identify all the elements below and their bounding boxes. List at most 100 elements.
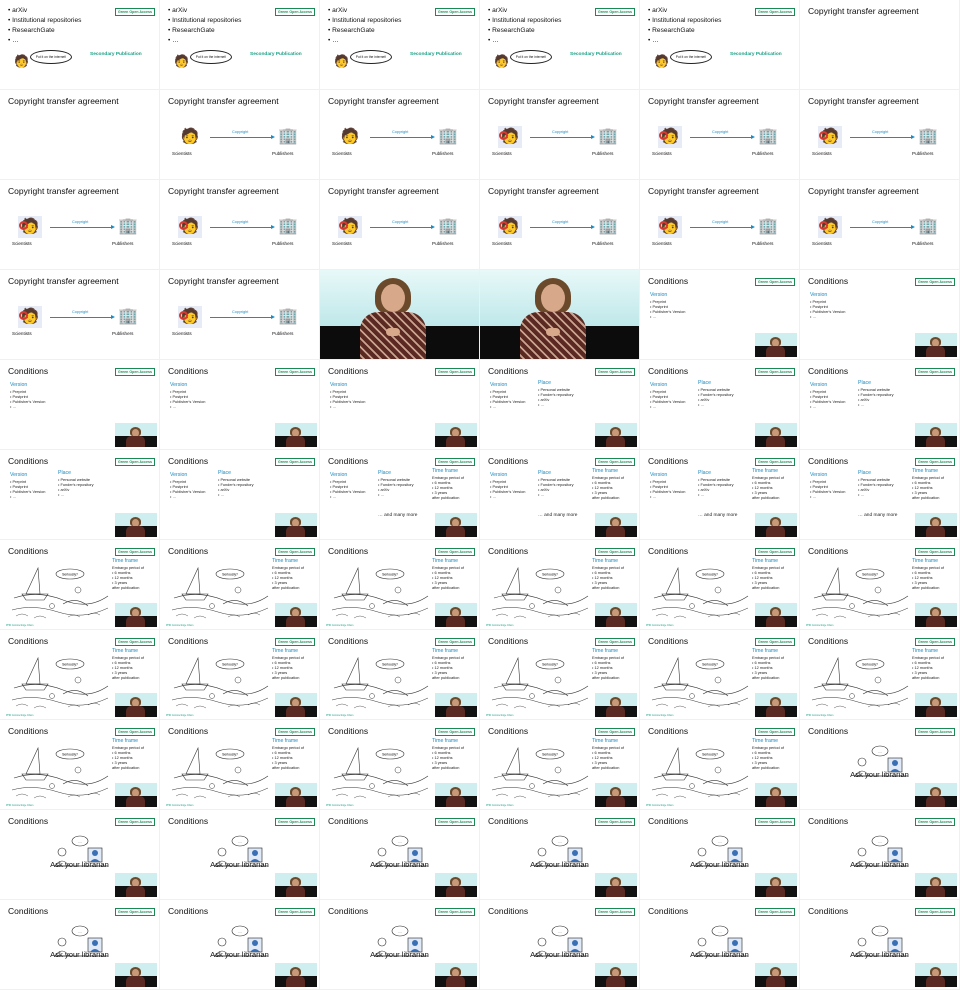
slide-thumbnail[interactable]: Conditions Green Open Access … Ask your lib… [640, 900, 800, 990]
slide-thumbnail[interactable]: Copyright transfer agreement 🧑 Copyright 🏢 S… [160, 270, 320, 360]
place-item: … [538, 492, 574, 497]
slide-thumbnail[interactable]: Green Open Access arXivInstitutional repo… [640, 0, 800, 90]
comic-bubble-text: Seriously? [862, 663, 878, 667]
slide-thumbnail[interactable]: Conditions Green Open Access VersionPrepri… [0, 450, 160, 540]
slide-thumbnail[interactable]: Conditions Green Open Access Seriously? Tim… [480, 720, 640, 810]
slide-thumbnail[interactable]: Conditions Green Open Access VersionPrepri… [160, 360, 320, 450]
slide-thumbnail[interactable]: Copyright transfer agreement 🧑 Copyright 🏢 S… [800, 90, 960, 180]
svg-text:…: … [558, 840, 562, 844]
slide-thumbnail[interactable]: Conditions Green Open Access VersionPrepri… [800, 360, 960, 450]
version-item: Publisher's Version [330, 489, 365, 494]
timeframe-item: 12 months [432, 575, 464, 580]
slide-thumbnail[interactable]: Conditions Green Open Access VersionPrepri… [480, 450, 640, 540]
slide-thumbnail[interactable]: Conditions Green Open Access … Ask your lib… [0, 810, 160, 900]
slide-thumbnail[interactable]: Conditions Green Open Access VersionPrepri… [160, 450, 320, 540]
slide-thumbnail[interactable]: Copyright transfer agreement 🧑 Copyright 🏢 S… [480, 180, 640, 270]
green-oa-badge: Green Open Access [274, 728, 315, 736]
slide-thumbnail[interactable]: Green Open Access arXivInstitutional repo… [320, 0, 480, 90]
slide-thumbnail[interactable]: Conditions Green Open Access Seriously? Tim… [640, 540, 800, 630]
speaker-camera [755, 783, 797, 807]
slide-thumbnail[interactable]: Copyright transfer agreement 🧑 Copyright 🏢 S… [640, 90, 800, 180]
slide-thumbnail[interactable]: Conditions Green Open Access Seriously? Tim… [160, 630, 320, 720]
many-more-label: … and many more [858, 513, 898, 518]
timeframe-intro: Embargo period of [112, 745, 145, 750]
slide-thumbnail[interactable]: Conditions Green Open Access VersionPrepri… [320, 360, 480, 450]
slide-thumbnail[interactable]: Conditions Green Open Access … Ask your lib… [800, 810, 960, 900]
green-oa-badge: Green Open Access [754, 728, 795, 736]
comic-bubble-text: Seriously? [542, 753, 558, 757]
slide-thumbnail[interactable]: Green Open Access arXivInstitutional repo… [160, 0, 320, 90]
speaker-camera [595, 963, 637, 987]
slide-thumbnail[interactable]: Conditions Green Open Access Seriously? Tim… [160, 540, 320, 630]
slide-thumbnail[interactable]: Conditions Green Open Access Seriously? Tim… [0, 630, 160, 720]
slide-thumbnail[interactable]: Conditions Green Open Access Seriously? Tim… [0, 540, 160, 630]
slide-thumbnail[interactable]: Conditions Green Open Access Seriously? Tim… [640, 720, 800, 810]
slide-thumbnail[interactable]: Conditions Green Open Access VersionPrepri… [320, 450, 480, 540]
slide-thumbnail[interactable]: Conditions Green Open Access VersionPrepri… [800, 270, 960, 360]
slide-thumbnail[interactable]: Conditions Green Open Access Seriously? Tim… [320, 630, 480, 720]
slide-thumbnail[interactable]: Copyright transfer agreement 🧑 Copyright 🏢 S… [160, 180, 320, 270]
timeframe-item: 3 years [752, 670, 784, 675]
slide-thumbnail[interactable]: Conditions Green Open Access … Ask your lib… [160, 900, 320, 990]
slide-thumbnail[interactable]: Conditions Green Open Access VersionPrepri… [800, 450, 960, 540]
slide-thumbnail[interactable]: Conditions Green Open Access … Ask your lib… [320, 900, 480, 990]
slide-thumbnail[interactable]: Conditions Green Open Access VersionPrepri… [480, 360, 640, 450]
place-item: Funder's repository [378, 482, 413, 487]
slide-thumbnail[interactable]: Copyright transfer agreement [0, 90, 160, 180]
slide-thumbnail[interactable]: Green Open Access arXivInstitutional repo… [0, 0, 160, 90]
slide-thumbnail[interactable]: Copyright transfer agreement 🧑 Copyright 🏢 S… [800, 180, 960, 270]
slide-thumbnail[interactable]: Copyright transfer agreement 🧑 Copyright 🏢 S… [0, 270, 160, 360]
slide-thumbnail[interactable]: Green Open Access arXivInstitutional repo… [480, 0, 640, 90]
slide-thumbnail[interactable]: Conditions Green Open Access Seriously? Tim… [480, 540, 640, 630]
slide-thumbnail[interactable]: Conditions Green Open Access … Ask your lib… [640, 810, 800, 900]
slide-thumbnail[interactable]: Conditions Green Open Access … Ask your lib… [160, 810, 320, 900]
copyright-arrow [850, 225, 915, 229]
slide-thumbnail[interactable]: Conditions Green Open Access Seriously? Tim… [160, 720, 320, 810]
slide-thumbnail[interactable]: Copyright transfer agreement 🧑 Copyright 🏢 S… [320, 180, 480, 270]
slide-thumbnail[interactable]: Conditions Green Open Access … Ask your lib… [320, 810, 480, 900]
megaphone-icon [339, 221, 348, 230]
speech-bubble: Put it on the internet! [190, 50, 232, 64]
place-item: … [218, 492, 254, 497]
slide-title: Conditions [808, 276, 849, 286]
slide-thumbnail[interactable]: Conditions Green Open Access VersionPrepri… [640, 270, 800, 360]
slide-thumbnail[interactable]: Copyright transfer agreement 🧑 Copyright 🏢 S… [480, 90, 640, 180]
repository-item: arXiv [168, 6, 241, 16]
timeframe-list: Embargo period of6 months12 months3 year… [592, 475, 624, 500]
comic-illustration: Seriously? [171, 566, 269, 619]
slide-thumbnail[interactable]: Copyright transfer agreement 🧑 Copyright 🏢 S… [320, 90, 480, 180]
slide-thumbnail[interactable]: Conditions Green Open Access VersionPrepri… [640, 360, 800, 450]
speaker-video-frame[interactable] [320, 270, 480, 360]
timeframe-intro: Embargo period of [272, 565, 305, 570]
slide-thumbnail[interactable]: Conditions Green Open Access Seriously? Tim… [320, 540, 480, 630]
slide-thumbnail[interactable]: Conditions Green Open Access … Ask your lib… [480, 900, 640, 990]
place-item: arXiv [218, 487, 254, 492]
slide-thumbnail[interactable]: Conditions Green Open Access VersionPrepri… [0, 360, 160, 450]
slide-thumbnail[interactable]: Copyright transfer agreement 🧑 Copyright 🏢 S… [640, 180, 800, 270]
slide-thumbnail[interactable]: Conditions Green Open Access … Ask your lib… [0, 900, 160, 990]
timeframe-item: 6 months [592, 750, 624, 755]
version-item: … [810, 494, 845, 499]
timeframe-list: Embargo period of6 months12 months3 year… [752, 565, 784, 590]
slide-thumbnail[interactable]: Conditions Green Open Access Seriously? Tim… [800, 630, 960, 720]
slide-thumbnail[interactable]: Conditions Green Open Access Seriously? Tim… [320, 720, 480, 810]
slide-thumbnail[interactable]: Conditions Green Open Access Seriously? Tim… [0, 720, 160, 810]
timeframe-item: 3 years [752, 490, 784, 495]
slide-thumbnail[interactable]: Copyright transfer agreement 🧑 Copyright 🏢 S… [160, 90, 320, 180]
comic-credit: PHD Comics/Jorge Cham [166, 624, 194, 627]
slide-thumbnail[interactable]: Conditions Green Open Access … Ask your lib… [480, 810, 640, 900]
librarian-illustration: … [854, 925, 908, 957]
slide-thumbnail[interactable]: Conditions Green Open Access Seriously? Tim… [800, 540, 960, 630]
slide-thumbnail[interactable]: Copyright transfer agreement [800, 0, 960, 90]
slide-title: Conditions [648, 636, 689, 646]
slide-thumbnail[interactable]: Conditions Green Open Access Seriously? Tim… [640, 630, 800, 720]
timeframe-intro: Embargo period of [912, 565, 945, 570]
slide-thumbnail[interactable]: Conditions Green Open Access VersionPrepri… [640, 450, 800, 540]
slide-thumbnail[interactable]: Conditions Green Open Access … Ask your lib… [800, 720, 960, 810]
timeframe-outro: after publication [272, 765, 300, 770]
slide-thumbnail[interactable]: Copyright transfer agreement 🧑 Copyright 🏢 S… [0, 180, 160, 270]
slide-title: Conditions [648, 816, 689, 826]
slide-thumbnail[interactable]: Conditions Green Open Access Seriously? Tim… [480, 630, 640, 720]
speaker-video-frame[interactable] [480, 270, 640, 360]
slide-thumbnail[interactable]: Conditions Green Open Access … Ask your lib… [800, 900, 960, 990]
